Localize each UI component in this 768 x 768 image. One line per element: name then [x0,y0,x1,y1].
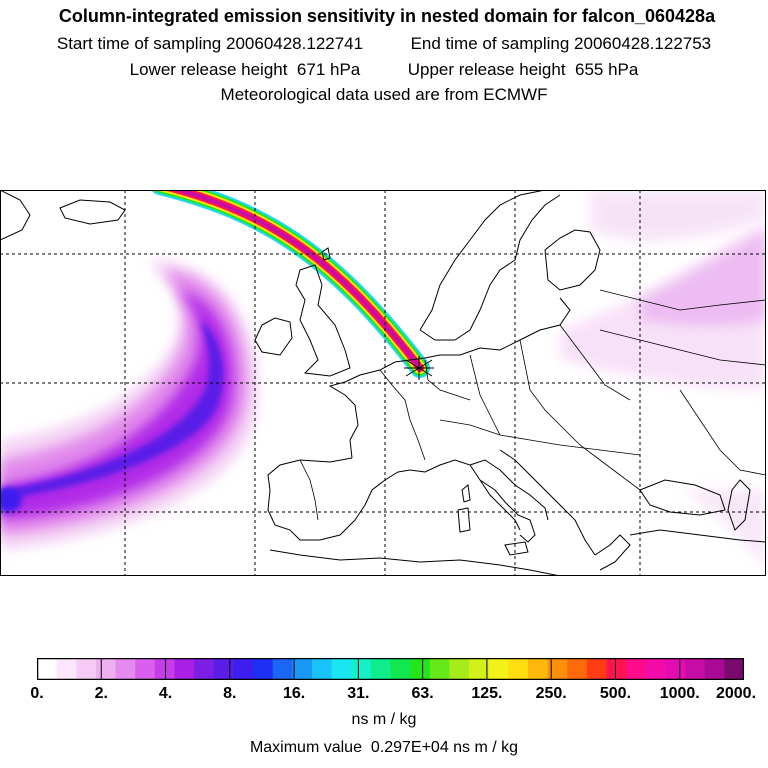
colorbar-segment [567,658,588,680]
colorbar-segment [76,658,97,680]
colorbar-segment [410,658,431,680]
colorbar [37,658,744,680]
colorbar-segment [272,658,293,680]
colorbar-segment [292,658,313,680]
colorbar-segment [488,658,509,680]
release-site-marker [404,356,434,380]
colorbar-segment [724,658,744,680]
maximum-value-label: Maximum value [249,739,362,756]
upper-height-label: Upper release height [407,60,566,79]
colorbar-tick-label: 250. [535,685,567,702]
end-time-value: 20060428.122753 [574,34,712,53]
colorbar-segment [213,658,234,680]
colorbar-units: ns m / kg [351,711,417,728]
start-time-value: 20060428.122741 [226,34,364,53]
colorbar-segment [685,658,706,680]
colorbar-segment [351,658,372,680]
colorbar-segment [606,658,627,680]
colorbar-segment [626,658,647,680]
sensitivity-field-atlantic [0,260,259,550]
colorbar-segment [233,658,254,680]
colorbar-segment [253,658,274,680]
maximum-value-line: Maximum value 0.297E+04 ns m / kg [0,739,768,757]
colorbar-segment [547,658,568,680]
colorbar-segment [469,658,490,680]
colorbar-segment [95,658,117,680]
colorbar-tick-label: 4. [158,685,173,702]
colorbar-segment [586,658,608,680]
colorbar-tick-label: 8. [223,685,237,702]
lower-height-value: 671 hPa [296,60,361,79]
upper-height-value: 655 hPa [575,60,639,79]
colorbar-segment [331,658,352,680]
colorbar-segment [508,658,529,680]
sampling-times-line: Start time of sampling 20060428.122741 E… [0,34,768,54]
colorbar-tick-label: 0. [30,685,44,702]
colorbar-segment [194,658,215,680]
plot-title: Column-integrated emission sensitivity i… [58,6,716,26]
colorbar-segment [390,658,411,680]
colorbar-segment [704,658,725,680]
colorbar-tick-label: 2000. [715,685,757,702]
map-panel [0,190,766,576]
colorbar-segment [449,658,470,680]
colorbar-segment [665,658,686,680]
start-time-label: Start time of sampling [56,34,222,53]
colorbar-segment [645,658,666,680]
maximum-value: 0.297E+04 ns m / kg [370,739,519,756]
colorbar-segment [37,658,58,680]
colorbar-segment [174,658,195,680]
plume-arc [151,190,430,378]
colorbar-segment [527,658,549,680]
colorbar-tick-label: 1000. [659,685,700,702]
release-heights-line: Lower release height 671 hPa Upper relea… [0,60,768,80]
colorbar-segment [135,658,156,680]
lower-height-label: Lower release height [129,60,288,79]
colorbar-tick-label: 63. [411,685,434,702]
colorbar-segment [115,658,136,680]
colorbar-tick-label: 2. [94,685,108,702]
colorbar-segment [311,658,333,680]
colorbar-tick-label: 125. [471,685,503,702]
colorbar-segment [56,658,77,680]
colorbar-tick-label: 500. [599,685,632,702]
colorbar-tick-label: 31. [347,685,370,702]
met-data-line: Meteorological data used are from ECMWF [220,85,548,104]
colorbar-tick-label: 16. [282,685,306,702]
colorbar-segment [154,658,175,680]
graticule [0,190,766,576]
end-time-label: End time of sampling [410,34,570,53]
colorbar-segment [429,658,450,680]
map-frame [0,190,766,576]
colorbar-segment [370,658,391,680]
colorbar-frame [37,658,744,680]
